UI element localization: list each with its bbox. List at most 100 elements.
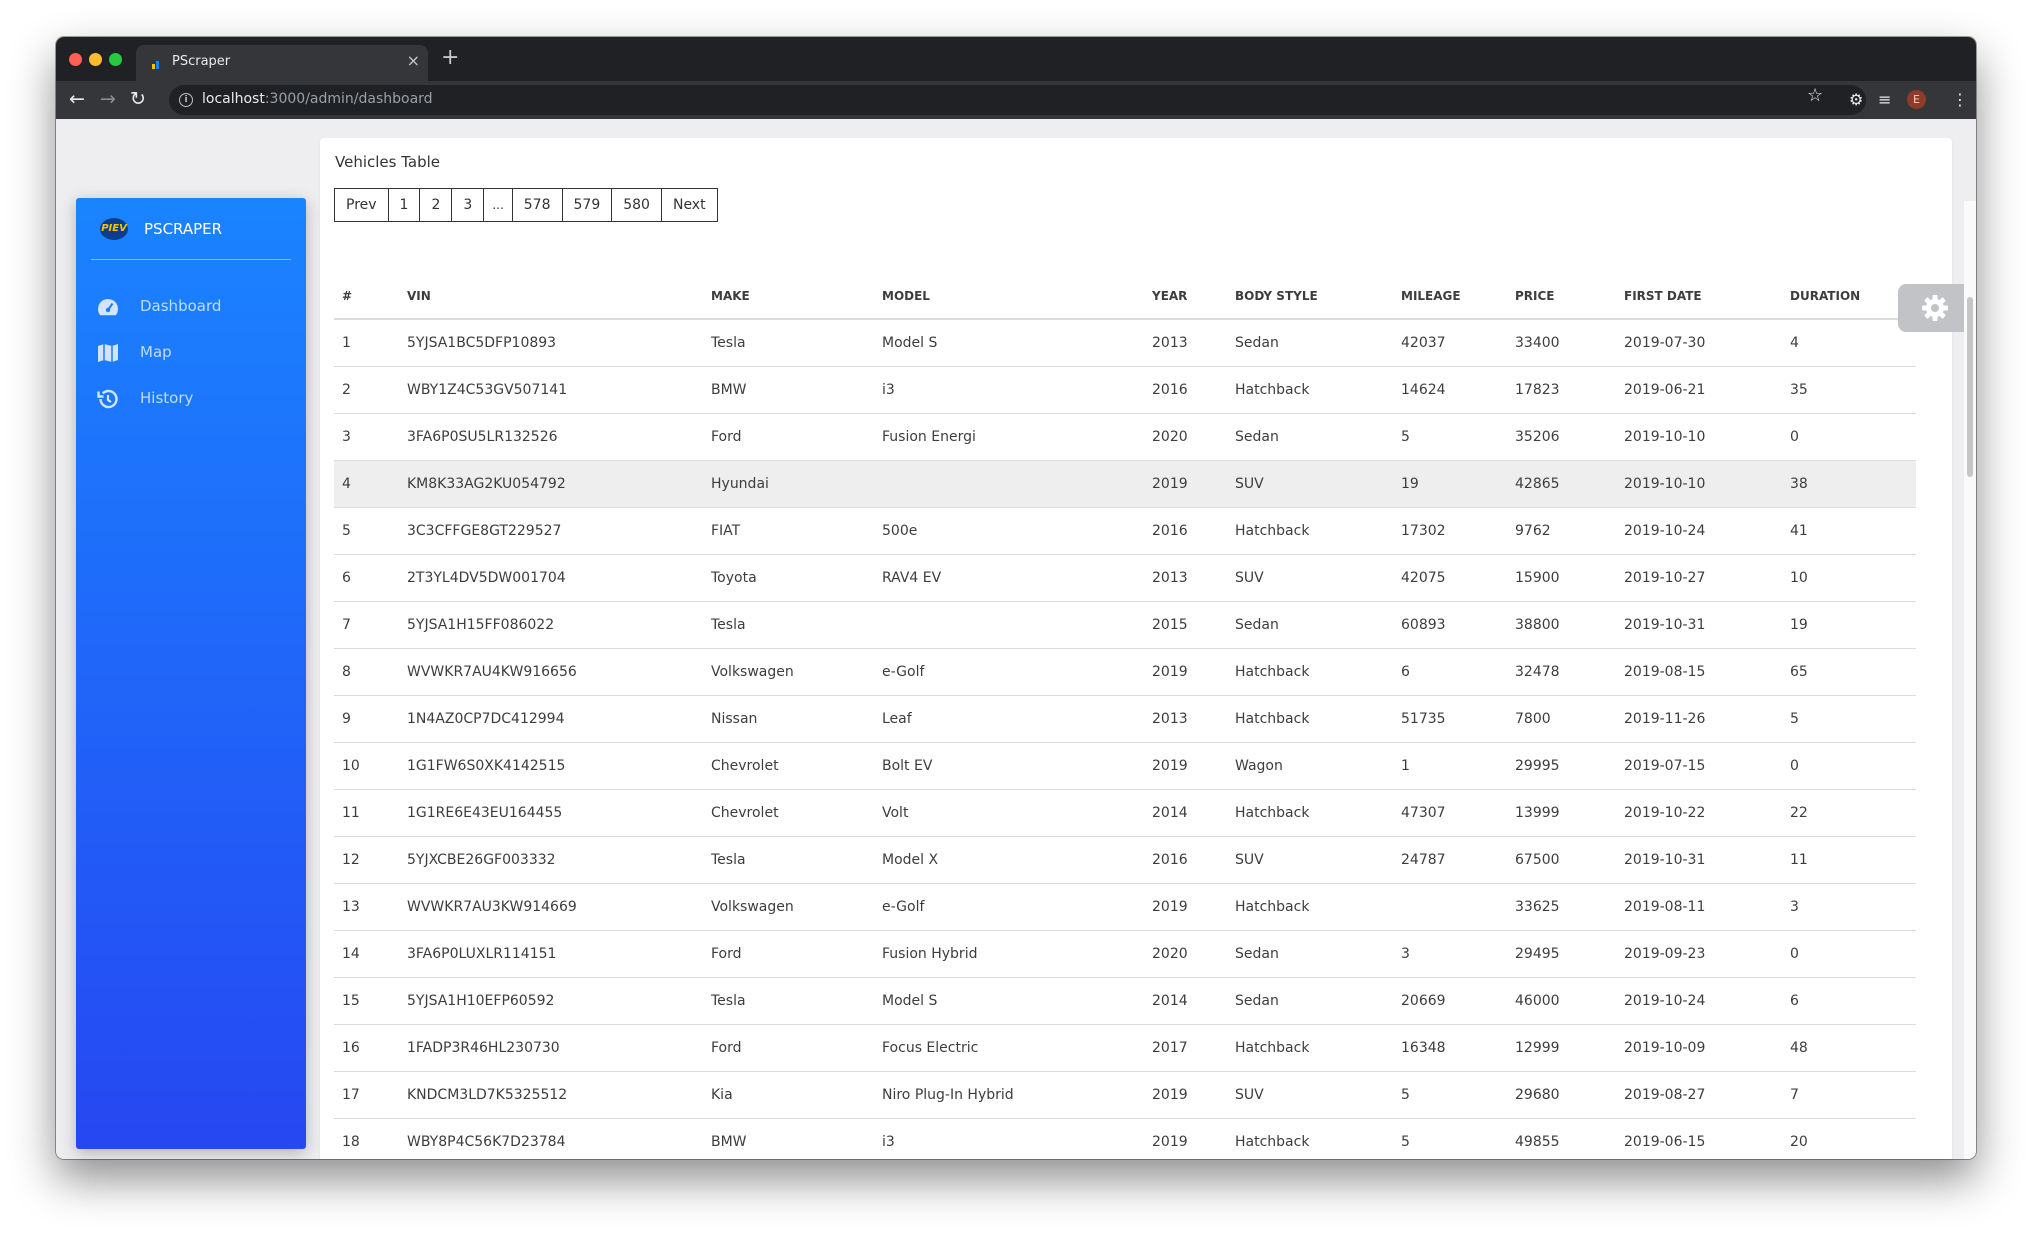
table-cell: SUV	[1227, 836, 1393, 884]
pagination-page[interactable]: 1	[389, 189, 421, 221]
bookmark-star-icon[interactable]: ☆	[1807, 85, 1824, 106]
table-cell: 32478	[1507, 648, 1616, 696]
table-row[interactable]: 6 2T3YL4DV5DW001704 Toyota RAV4 EV 2013 SUV 42…	[334, 554, 1916, 602]
table-cell: 2020	[1144, 413, 1227, 461]
table-cell: 2019-07-15	[1616, 742, 1782, 790]
minimize-window-button[interactable]	[89, 53, 102, 66]
table-row[interactable]: 17 KNDCM3LD7K5325512 Kia Niro Plug-In Hybri…	[334, 1071, 1916, 1119]
browser-menu-icon[interactable]: ⋮	[1952, 90, 1968, 109]
column-header[interactable]: MODEL	[874, 273, 1144, 320]
pagination-ellipsis: ...	[484, 189, 513, 221]
table-cell: Volkswagen	[703, 883, 874, 931]
table-cell: BMW	[703, 1118, 874, 1159]
close-window-button[interactable]	[69, 53, 82, 66]
table-row[interactable]: 1 5YJSA1BC5DFP10893 Tesla Model S 2013 Sedan 4…	[334, 319, 1916, 367]
table-cell: 5	[1393, 1118, 1507, 1159]
table-cell: 2019-10-10	[1616, 460, 1782, 508]
table-row[interactable]: 16 1FADP3R46HL230730 Ford Focus Electric 201…	[334, 1024, 1916, 1072]
table-row[interactable]: 9 1N4AZ0CP7DC412994 Nissan Leaf 2013 Hatchbac…	[334, 695, 1916, 743]
back-arrow-icon[interactable]: ←	[69, 88, 85, 110]
table-cell: 1G1FW6S0XK4142515	[399, 742, 703, 790]
table-cell: 5YJSA1BC5DFP10893	[399, 319, 703, 367]
reload-icon[interactable]: ↻	[130, 88, 146, 110]
browser-tab[interactable]: PScraper ×	[136, 45, 428, 81]
sidebar-item-dashboard[interactable]: Dashboard	[96, 292, 296, 322]
table-cell: 16	[334, 1024, 399, 1072]
profile-avatar[interactable]: E	[1907, 90, 1926, 109]
table-cell: 49855	[1507, 1118, 1616, 1159]
pagination-page[interactable]: 578	[513, 189, 563, 221]
table-cell: BMW	[703, 366, 874, 414]
table-cell: 5	[1393, 1071, 1507, 1119]
table-row[interactable]: 7 5YJSA1H15FF086022 Tesla 2015 Sedan 60893 388…	[334, 601, 1916, 649]
table-row[interactable]: 12 5YJXCBE26GF003332 Tesla Model X 2016 SUV 24…	[334, 836, 1916, 884]
sidebar-item-history[interactable]: History	[96, 384, 296, 414]
column-header[interactable]: FIRST DATE	[1616, 273, 1782, 320]
site-info-icon[interactable]: i	[179, 93, 193, 107]
table-cell: Hatchback	[1227, 883, 1393, 931]
column-header[interactable]: DURATION	[1782, 273, 1916, 320]
table-row[interactable]: 10 1G1FW6S0XK4142515 Chevrolet Bolt EV 2019 W…	[334, 742, 1916, 790]
reading-list-icon[interactable]: ≡	[1878, 90, 1892, 109]
sidebar-item-map[interactable]: Map	[96, 338, 296, 368]
table-row[interactable]: 11 1G1RE6E43EU164455 Chevrolet Volt 2014 Hatc…	[334, 789, 1916, 837]
column-header[interactable]: MILEAGE	[1393, 273, 1507, 320]
table-cell: 4	[1782, 319, 1916, 367]
table-cell: 2019-10-10	[1616, 413, 1782, 461]
new-tab-button[interactable]: +	[441, 45, 460, 70]
table-row[interactable]: 14 3FA6P0LUXLR114151 Ford Fusion Hybrid 2020…	[334, 930, 1916, 978]
pagination-page[interactable]: 579	[563, 189, 613, 221]
sidebar: PIEV PSCRAPER Dashboard Map	[76, 198, 306, 1149]
table-cell: 7	[334, 601, 399, 649]
table-cell: 2020	[1144, 930, 1227, 978]
table-cell: Tesla	[703, 601, 874, 649]
pagination-page[interactable]: 3	[452, 189, 485, 221]
maximize-window-button[interactable]	[109, 53, 122, 66]
settings-button[interactable]	[1898, 284, 1964, 332]
pagination-prev[interactable]: Prev	[335, 189, 389, 221]
table-row[interactable]: 18 WBY8P4C56K7D23784 BMW i3 2019 Hatchback 5 49…	[334, 1118, 1916, 1159]
table-cell: 5YJXCBE26GF003332	[399, 836, 703, 884]
extensions-puzzle-icon[interactable]: ⚙	[1849, 90, 1864, 109]
column-header[interactable]: #	[334, 273, 399, 320]
scrollbar-thumb[interactable]	[1967, 297, 1973, 477]
favicon-icon	[152, 61, 159, 69]
table-cell: Nissan	[703, 695, 874, 743]
table-cell: 14624	[1393, 366, 1507, 414]
table-row[interactable]: 13 WVWKR7AU3KW914669 Volkswagen e-Golf 2019 H…	[334, 883, 1916, 931]
table-body: 1 5YJSA1BC5DFP10893 Tesla Model S 2013 Sedan 4…	[334, 319, 1916, 1159]
table-row[interactable]: 8 WVWKR7AU4KW916656 Volkswagen e-Golf 2019 Ha…	[334, 648, 1916, 696]
table-cell: 1FADP3R46HL230730	[399, 1024, 703, 1072]
table-cell: 4	[334, 460, 399, 508]
table-cell: 10	[334, 742, 399, 790]
table-row[interactable]: 3 3FA6P0SU5LR132526 Ford Fusion Energi 2020 S…	[334, 413, 1916, 461]
address-bar[interactable]: i localhost:3000/admin/dashboard	[169, 85, 1866, 115]
table-cell: 0	[1782, 413, 1916, 461]
table-cell: Hatchback	[1227, 648, 1393, 696]
pagination-page[interactable]: 2	[420, 189, 453, 221]
column-header[interactable]: BODY STYLE	[1227, 273, 1393, 320]
table-cell: 41	[1782, 507, 1916, 555]
table-row[interactable]: 5 3C3CFFGE8GT229527 FIAT 500e 2016 Hatchback 1…	[334, 507, 1916, 555]
pagination-next[interactable]: Next	[672, 197, 706, 213]
column-header[interactable]: YEAR	[1144, 273, 1227, 320]
column-header[interactable]: VIN	[399, 273, 703, 320]
forward-arrow-icon[interactable]: →	[100, 88, 116, 110]
table-cell: 0	[1782, 930, 1916, 978]
pagination-page[interactable]: 580	[612, 189, 662, 221]
table-header-row: # VIN MAKE MODEL YEAR BODY STYLE MILEAGE…	[334, 273, 1916, 320]
table-cell: 1N4AZ0CP7DC412994	[399, 695, 703, 743]
column-header[interactable]: MAKE	[703, 273, 874, 320]
table-cell: 65	[1782, 648, 1916, 696]
table-row[interactable]: 2 WBY1Z4C53GV507141 BMW i3 2016 Hatchback 1462…	[334, 366, 1916, 414]
table-cell: 5YJSA1H10EFP60592	[399, 977, 703, 1025]
column-header[interactable]: PRICE	[1507, 273, 1616, 320]
table-cell: WVWKR7AU4KW916656	[399, 648, 703, 696]
table-row[interactable]: 4 KM8K33AG2KU054792 Hyundai 2019 SUV 19 42865 2…	[334, 460, 1916, 508]
table-row[interactable]: 15 5YJSA1H10EFP60592 Tesla Model S 2014 Sedan…	[334, 977, 1916, 1025]
table-cell: 17	[334, 1071, 399, 1119]
table-cell: Bolt EV	[874, 742, 1144, 790]
table-cell: KM8K33AG2KU054792	[399, 460, 703, 508]
table-cell: Model S	[874, 319, 1144, 367]
close-tab-icon[interactable]: ×	[406, 51, 420, 70]
